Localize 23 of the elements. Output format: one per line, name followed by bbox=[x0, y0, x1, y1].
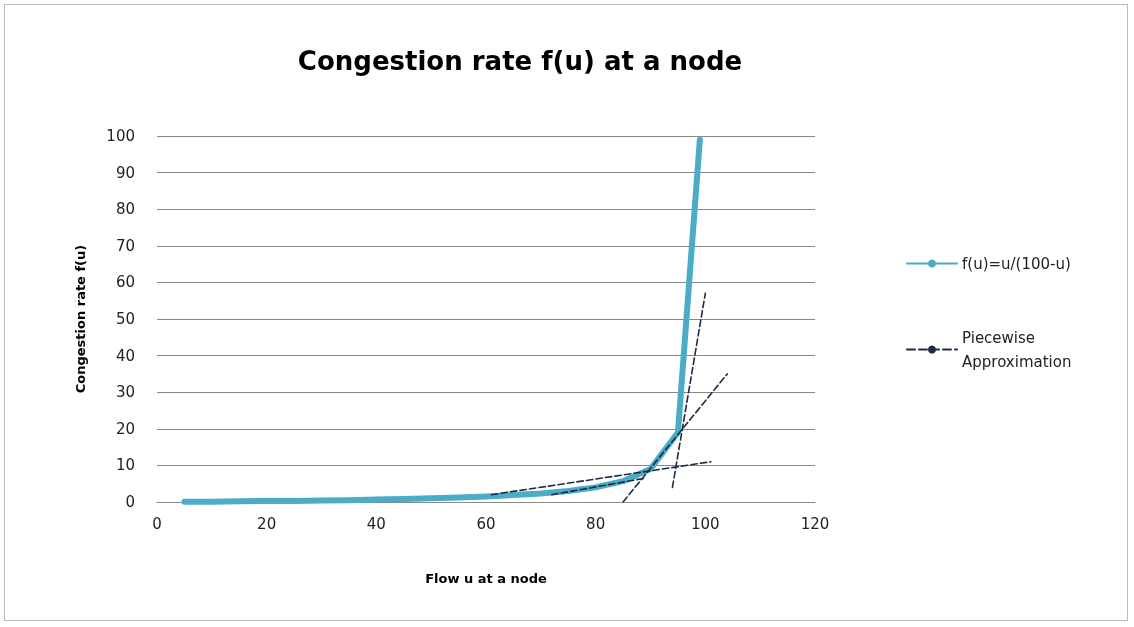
y-tick-label: 80 bbox=[115, 200, 135, 219]
y-tick-label: 20 bbox=[115, 419, 135, 438]
y-tick-label: 70 bbox=[115, 236, 135, 255]
y-tick-label: 100 bbox=[106, 127, 135, 145]
legend-label: Piecewise Approximation bbox=[962, 328, 1072, 371]
y-tick-label: 40 bbox=[115, 346, 135, 365]
y-axis-title: Congestion rate f(u) bbox=[73, 244, 88, 394]
x-tick-label: 120 bbox=[800, 514, 830, 533]
x-tick-label: 80 bbox=[586, 514, 606, 533]
x-tick-label: 20 bbox=[257, 514, 277, 533]
y-tick-label: 90 bbox=[115, 163, 135, 182]
x-tick-label: 40 bbox=[366, 514, 386, 533]
y-tick-label: 0 bbox=[125, 493, 135, 511]
y-tick-label: 50 bbox=[115, 310, 135, 328]
y-tick-label: 30 bbox=[115, 383, 135, 402]
x-tick-label: 100 bbox=[691, 514, 720, 533]
y-tick-label: 60 bbox=[115, 273, 135, 292]
chart-title: Congestion rate f(u) at a node bbox=[297, 46, 743, 76]
x-tick-label: 60 bbox=[476, 514, 496, 533]
y-tick-label: 10 bbox=[115, 456, 135, 475]
x-axis-title: Flow u at a node bbox=[425, 571, 548, 586]
legend-label: f(u)=u/(100-u) bbox=[962, 254, 1071, 273]
x-tick-label: 0 bbox=[152, 514, 162, 533]
